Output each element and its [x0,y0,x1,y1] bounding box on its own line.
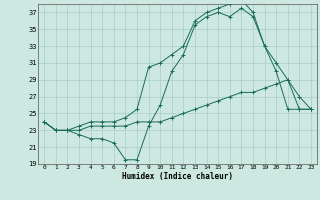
X-axis label: Humidex (Indice chaleur): Humidex (Indice chaleur) [122,172,233,181]
